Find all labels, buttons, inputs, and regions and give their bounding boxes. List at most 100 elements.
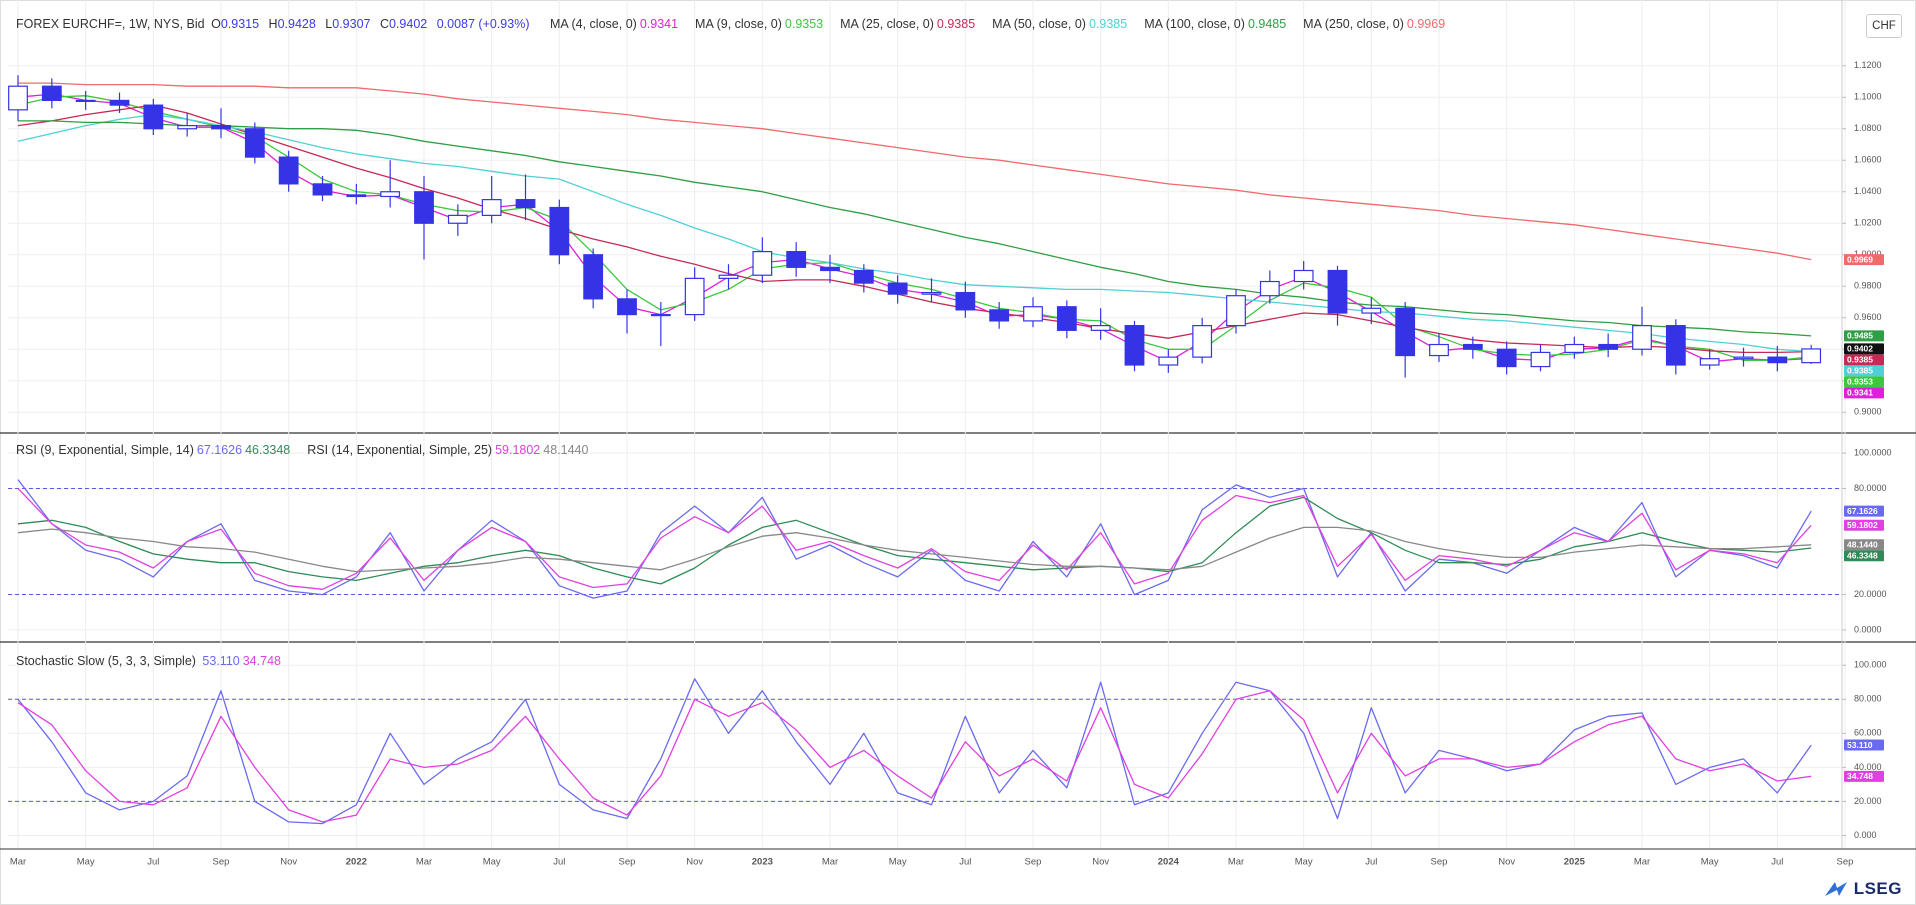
candle-body <box>75 99 96 103</box>
legend-value: 0.9485 <box>1247 17 1287 31</box>
x-tick-label: Nov <box>1092 857 1109 868</box>
series-line <box>17 487 1812 590</box>
value-tag <box>1844 354 1884 366</box>
x-tick-label: 2022 <box>346 857 367 868</box>
value-tag <box>1844 550 1884 562</box>
series-line <box>17 526 1812 573</box>
candle-body <box>853 269 874 284</box>
value-tag <box>1844 343 1884 355</box>
value-tag-label: 48.1440 <box>1847 540 1878 550</box>
candle-body <box>617 298 637 316</box>
value-tag <box>1844 539 1884 551</box>
ohlc-label: C <box>379 17 389 31</box>
candle-body <box>583 254 604 300</box>
candle-body <box>515 199 536 209</box>
candle-body <box>1733 356 1754 360</box>
candle-body <box>1462 343 1483 350</box>
indicator-name: Stochastic Slow (5, 3, 3, Simple) <box>16 654 196 668</box>
value-tag-label: 0.9341 <box>1847 388 1873 398</box>
x-tick-label: Nov <box>686 857 703 868</box>
legend-value: 46.3348 <box>245 443 291 457</box>
candle-body <box>109 99 130 106</box>
value-tag-label: 0.9353 <box>1847 377 1873 387</box>
candle-body <box>955 291 976 311</box>
y-tick-label: 60.000 <box>1854 728 1882 738</box>
indicator-name: RSI (9, Exponential, Simple, 14) <box>16 443 194 457</box>
candle-body <box>921 291 942 295</box>
legend-name: MA (250, close, 0) <box>1303 17 1404 31</box>
candle-body <box>1665 325 1686 366</box>
x-tick-label: 2025 <box>1564 857 1586 868</box>
value-tag-label: 59.1802 <box>1847 520 1878 530</box>
open-value: 0.9315 <box>220 17 260 31</box>
series-line <box>17 479 1812 599</box>
candle-body <box>211 124 231 130</box>
value-tag-label: 0.9385 <box>1847 366 1873 376</box>
value-tag <box>1844 739 1884 751</box>
series-line <box>17 496 1812 585</box>
ohlc: O0.9315 <box>211 17 262 31</box>
y-tick-label: 1.0200 <box>1854 218 1882 228</box>
candle-body <box>1192 325 1213 358</box>
candle-body <box>41 85 62 101</box>
candle-body <box>1124 325 1145 366</box>
value-tag-label: 0.9385 <box>1847 355 1873 365</box>
candle-body <box>1429 343 1449 357</box>
currency-button[interactable]: CHF <box>1866 14 1902 38</box>
candle-body <box>1023 306 1043 322</box>
y-tick-label: 1.0000 <box>1854 249 1882 259</box>
title: FOREX EURCHF=, 1W, NYS, Bid <box>16 17 205 31</box>
legend-name: MA (4, close, 0) <box>549 17 637 31</box>
legend-value: 0.9353 <box>784 17 824 31</box>
y-tick-label: 1.0800 <box>1854 123 1882 133</box>
change: 0.0087 (+0.93%) <box>436 17 530 31</box>
legend-name: MA (9, close, 0) <box>695 17 782 31</box>
candle-body <box>1158 356 1179 366</box>
candle-body <box>549 206 570 256</box>
x-tick-label: Sep <box>1025 857 1042 868</box>
candle-body <box>684 277 705 316</box>
candle-body <box>481 199 502 216</box>
ohlc-label: L <box>325 17 333 31</box>
value-tag-label: 0.9969 <box>1847 254 1873 264</box>
candle-body <box>1598 343 1619 350</box>
x-tick-label: Jul <box>553 857 565 868</box>
series-line <box>17 678 1812 825</box>
candle-body <box>718 274 739 279</box>
legend-value: 67.1626 <box>196 443 243 457</box>
legend-name: MA (50, close, 0) <box>992 17 1086 31</box>
y-tick-label: 0.000 <box>1854 830 1877 840</box>
y-tick-label: 1.0400 <box>1854 186 1882 196</box>
value-tag <box>1844 365 1884 377</box>
candle-body <box>8 85 28 111</box>
series-line <box>18 82 1812 261</box>
candle-body <box>1361 307 1382 314</box>
x-tick-label: Sep <box>213 857 230 868</box>
value-tag-label: 53.110 <box>1847 740 1873 750</box>
x-tick-label: Nov <box>1498 857 1515 868</box>
series-line <box>17 95 1812 361</box>
legend-value: 53.110 <box>202 654 240 668</box>
value-tag-label: 46.3348 <box>1847 551 1878 561</box>
value-tag <box>1844 387 1884 399</box>
value-tag <box>1844 254 1884 266</box>
series-line <box>17 93 1812 363</box>
legend-name: MA (100, close, 0) <box>1144 17 1245 31</box>
value-tag-label: 67.1626 <box>1847 506 1878 516</box>
value-tag-label: 0.9402 <box>1847 344 1873 354</box>
legend-value: 0.9341 <box>639 17 679 31</box>
x-tick-label: Jul <box>147 857 159 868</box>
candle-body <box>1496 348 1517 368</box>
x-tick-label: May <box>77 857 95 868</box>
legend-name: MA (25, close, 0) <box>840 17 934 31</box>
candle-body <box>752 251 773 276</box>
value-tag <box>1844 519 1884 531</box>
candle-body <box>1801 348 1822 364</box>
x-tick-label: 2023 <box>752 857 773 868</box>
ohlc: L0.9307 <box>325 17 373 31</box>
candle-body <box>244 128 265 158</box>
x-tick-label: May <box>483 857 501 868</box>
y-tick-label: 80.0000 <box>1854 483 1887 493</box>
x-tick-label: Jul <box>1365 857 1377 868</box>
